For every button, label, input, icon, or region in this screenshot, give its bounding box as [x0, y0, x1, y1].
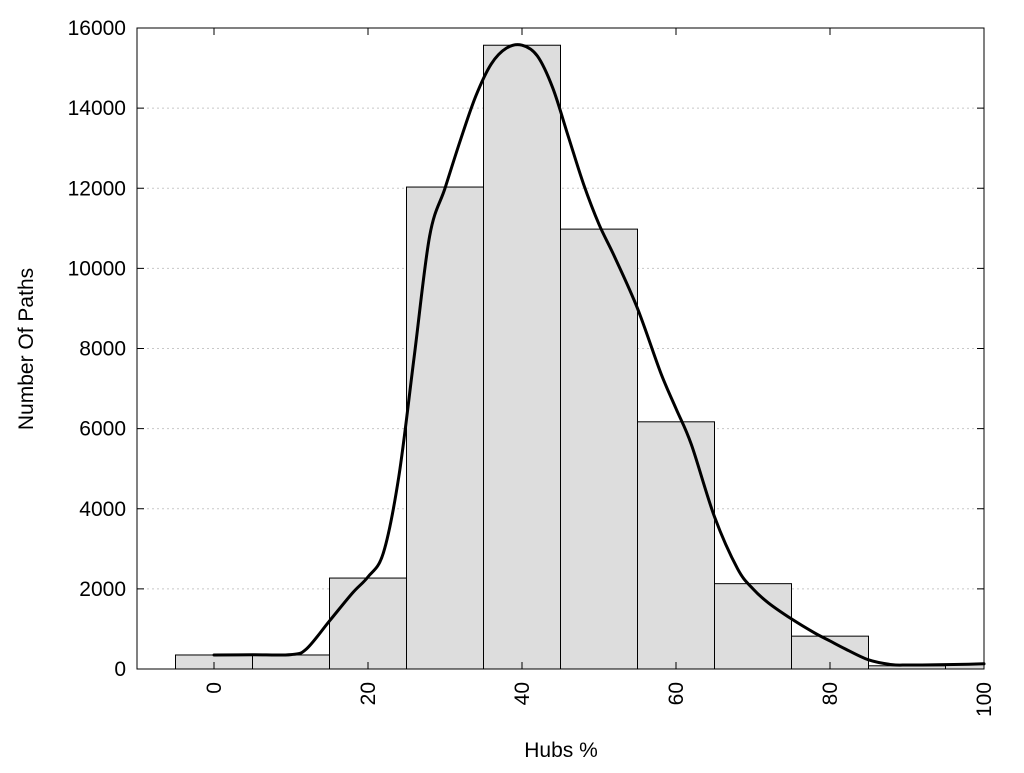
y-axis-title: Number Of Paths: [15, 268, 38, 430]
y-tick-label: 8000: [79, 338, 126, 361]
y-tick-label: 0: [114, 658, 126, 681]
x-axis-title: Hubs %: [524, 739, 598, 762]
histogram-bar: [714, 583, 792, 670]
x-tick-label: 60: [665, 682, 688, 705]
y-tick-label: 16000: [68, 17, 126, 40]
histogram-bar: [560, 228, 638, 670]
y-axis-ticks: 0 2000 4000 6000 8000 10000 12000 14000 16000: [68, 17, 984, 681]
x-tick-label: 0: [203, 682, 226, 694]
x-tick-label: 20: [357, 682, 380, 705]
histogram-bars: [175, 44, 985, 670]
histogram-bar: [329, 577, 407, 670]
y-tick-label: 4000: [79, 498, 126, 521]
x-tick-label: 100: [973, 682, 996, 717]
density-curve-line: [212, 43, 986, 667]
y-tick-label: 12000: [68, 177, 126, 200]
x-tick-label: 80: [819, 682, 842, 705]
x-axis-ticks: 0 20 40 60 80 100: [203, 28, 996, 717]
histogram-bar: [483, 44, 561, 670]
density-curve: [212, 43, 986, 667]
x-tick-label: 40: [511, 682, 534, 705]
histogram-bar: [252, 654, 330, 670]
histogram-bar: [406, 186, 484, 670]
y-tick-label: 6000: [79, 418, 126, 441]
y-tick-label: 2000: [79, 578, 126, 601]
y-tick-label: 14000: [68, 97, 126, 120]
y-tick-label: 10000: [68, 257, 126, 280]
grid-lines: [137, 107, 984, 590]
histogram-bar: [637, 421, 715, 670]
